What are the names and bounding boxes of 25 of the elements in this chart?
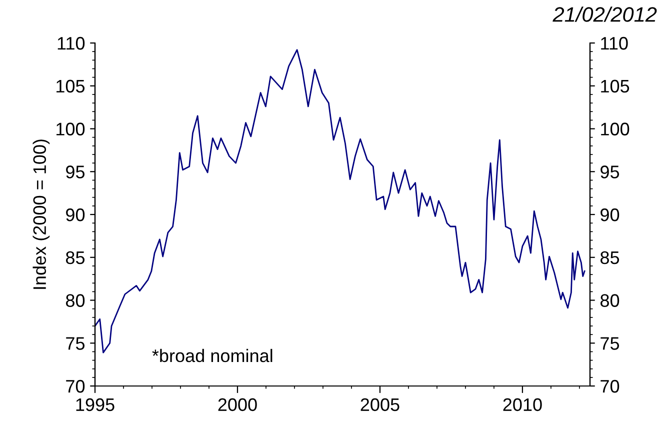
y2-tick-label: 90 bbox=[600, 208, 620, 222]
y-tick-label: 80 bbox=[66, 294, 85, 307]
y2-tick-label: 85 bbox=[600, 251, 620, 264]
y-tick-label: 70 bbox=[66, 380, 85, 393]
y2-tick-label: 100 bbox=[601, 122, 630, 136]
y2-tick-label: 110 bbox=[601, 36, 628, 50]
y-tick-label: 110 bbox=[58, 36, 85, 50]
chart-subtitle: 21/02/2012 bbox=[552, 6, 657, 22]
y-tick-label: 100 bbox=[56, 122, 85, 136]
x-tick-label: 2000 bbox=[218, 398, 257, 412]
y-tick-label: 95 bbox=[66, 166, 85, 178]
y2-tick-label: 95 bbox=[600, 166, 620, 178]
y2-tick-label: 105 bbox=[601, 80, 630, 93]
y-tick-label: 90 bbox=[66, 208, 85, 222]
y2-tick-label: 80 bbox=[600, 294, 620, 307]
y-tick-label: 75 bbox=[66, 337, 85, 350]
x-tick-label: 1995 bbox=[76, 398, 114, 412]
annotation: *broad nominal bbox=[152, 348, 272, 362]
y2-tick-label: 75 bbox=[600, 337, 620, 350]
y-tick-label: 105 bbox=[56, 80, 85, 93]
x-tick-label: 2005 bbox=[360, 398, 400, 412]
y-tick-label: 85 bbox=[66, 251, 85, 264]
y-axis-title: Index (2000 = 100) bbox=[32, 140, 50, 289]
y2-tick-label: 70 bbox=[600, 380, 620, 393]
x-tick-label: 2010 bbox=[503, 398, 542, 412]
